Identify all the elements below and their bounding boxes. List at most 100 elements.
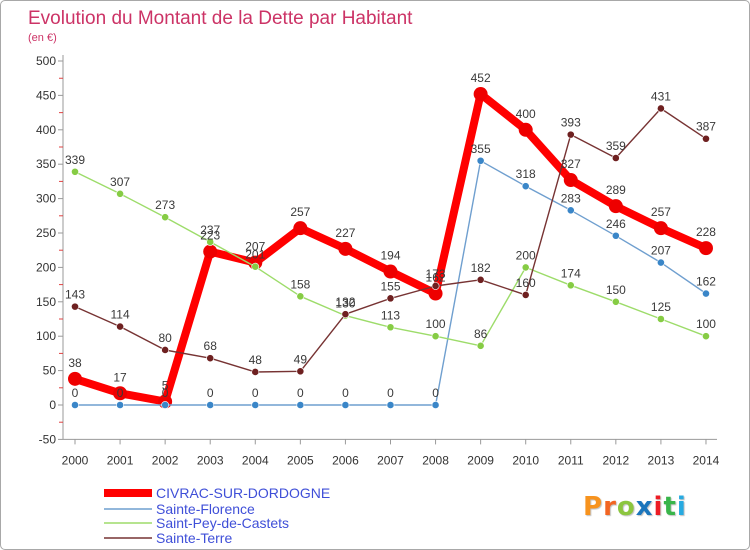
data-label: 100 xyxy=(426,317,446,331)
data-label: 48 xyxy=(249,353,263,367)
data-point xyxy=(476,156,485,165)
data-point xyxy=(431,401,440,409)
x-tick-label: 2014 xyxy=(693,453,720,467)
logo-letter: x xyxy=(635,492,654,522)
x-tick-label: 2001 xyxy=(107,453,134,467)
data-label: 307 xyxy=(110,175,130,189)
data-point xyxy=(702,134,710,143)
x-tick-label: 2004 xyxy=(242,453,269,467)
x-tick-label: 2010 xyxy=(512,453,539,467)
data-point xyxy=(206,238,215,246)
data-point xyxy=(386,401,395,409)
data-point xyxy=(251,368,260,376)
data-point xyxy=(251,401,260,409)
data-label: 257 xyxy=(290,205,310,219)
data-point xyxy=(476,275,485,284)
data-label: 194 xyxy=(380,249,400,263)
data-label: 68 xyxy=(204,339,218,353)
data-label: 100 xyxy=(696,317,716,331)
chart-title: Evolution du Montant de la Dette par Hab… xyxy=(28,8,413,29)
y-tick-label: 300 xyxy=(36,192,56,206)
x-tick-label: 2006 xyxy=(332,453,359,467)
data-label: 431 xyxy=(651,89,671,103)
data-point xyxy=(116,189,124,198)
data-label: 162 xyxy=(426,271,446,285)
data-label: 155 xyxy=(380,279,400,293)
data-point xyxy=(657,104,665,113)
data-point xyxy=(476,341,485,350)
y-tick-label: 250 xyxy=(36,226,56,240)
x-tick-label: 2000 xyxy=(62,453,89,467)
data-point xyxy=(657,258,665,267)
data-point xyxy=(521,263,530,272)
logo-letter: i xyxy=(653,492,664,522)
x-tick-label: 2009 xyxy=(467,453,494,467)
data-label: 0 xyxy=(387,386,394,400)
data-point xyxy=(611,297,620,306)
data-label: 0 xyxy=(252,386,259,400)
legend: CIVRAC-SUR-DORDOGNE Sainte-Florence Sain… xyxy=(104,485,330,546)
data-point xyxy=(203,244,218,259)
data-point xyxy=(566,281,575,290)
data-label: 158 xyxy=(290,277,310,291)
data-point xyxy=(702,289,710,298)
legend-item-civrac-sur-dordogne: CIVRAC-SUR-DORDOGNE xyxy=(104,485,330,501)
data-label: 223 xyxy=(200,229,220,243)
data-point xyxy=(296,367,305,376)
data-point xyxy=(518,122,533,137)
x-tick-label: 2007 xyxy=(377,453,404,467)
data-point xyxy=(206,401,215,409)
data-label: 227 xyxy=(335,226,355,240)
y-tick-label: 500 xyxy=(36,54,56,68)
data-point xyxy=(161,213,170,222)
data-label: 452 xyxy=(471,71,491,85)
x-tick-label: 2012 xyxy=(602,453,629,467)
data-label: 228 xyxy=(696,225,716,239)
logo-letter: r xyxy=(603,492,617,522)
data-point xyxy=(113,386,128,401)
logo-letter: i xyxy=(676,492,687,522)
x-tick-label: 2005 xyxy=(287,453,314,467)
data-label: 113 xyxy=(381,308,400,322)
data-label: 246 xyxy=(606,217,626,231)
data-label: 355 xyxy=(471,142,491,156)
data-label: 359 xyxy=(606,139,626,153)
data-point xyxy=(116,401,124,409)
data-label: 0 xyxy=(207,386,214,400)
data-point xyxy=(608,199,623,214)
data-label: 0 xyxy=(162,386,169,400)
x-tick-label: 2002 xyxy=(152,453,179,467)
logo-letter: o xyxy=(616,492,636,522)
data-point xyxy=(341,310,350,319)
legend-label: Saint-Pey-de-Castets xyxy=(156,515,289,531)
data-label: 0 xyxy=(117,386,124,400)
data-label: 5 xyxy=(162,379,169,393)
data-label: 80 xyxy=(158,331,172,345)
data-point xyxy=(296,292,305,301)
data-point xyxy=(702,332,710,341)
y-tick-label: 450 xyxy=(36,88,56,102)
data-label: 318 xyxy=(516,167,536,181)
data-label: 86 xyxy=(474,327,488,341)
data-point xyxy=(657,315,665,323)
data-label: 150 xyxy=(606,283,626,297)
data-point xyxy=(293,221,308,236)
data-label: 174 xyxy=(561,266,581,280)
data-point xyxy=(563,173,578,188)
data-label: 114 xyxy=(110,308,129,322)
data-point xyxy=(566,130,575,139)
data-label: 182 xyxy=(471,261,491,275)
data-point xyxy=(383,264,398,279)
data-point xyxy=(251,262,260,271)
data-point xyxy=(611,231,620,240)
series-layer xyxy=(68,87,713,409)
data-point xyxy=(428,286,443,301)
data-point xyxy=(431,332,440,341)
proxiti-logo[interactable]: Proxiti xyxy=(583,492,687,522)
y-tick-label: 150 xyxy=(36,295,56,309)
data-point xyxy=(71,401,79,409)
logo-letter: P xyxy=(583,492,604,522)
data-point xyxy=(71,167,79,176)
